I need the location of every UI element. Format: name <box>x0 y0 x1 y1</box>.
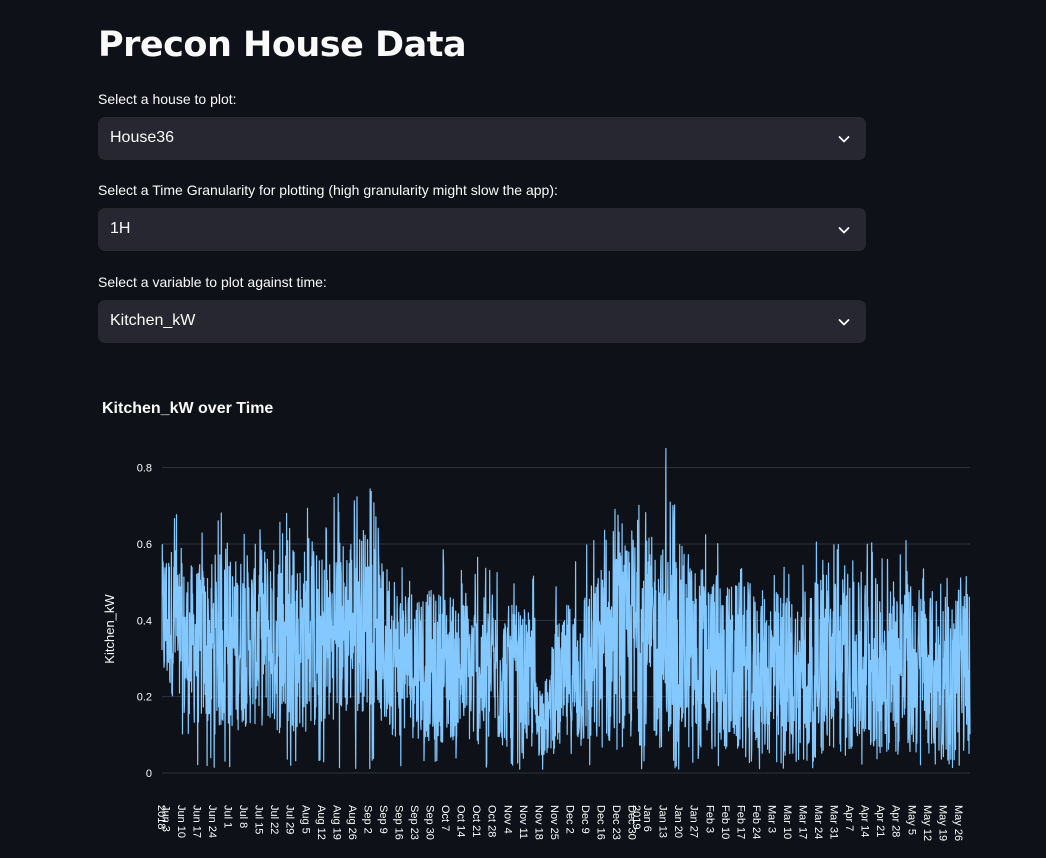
x-tick-label: Jul 8 <box>237 805 249 828</box>
x-tick-label: Jun 24 <box>206 805 218 838</box>
x-tick-label: 2019 <box>630 805 642 829</box>
x-tick-label: Jul 1 <box>222 805 234 828</box>
house-select-label: Select a house to plot: <box>98 91 237 107</box>
x-tick-label: 2018 <box>155 805 167 829</box>
x-tick-label: Jun 17 <box>191 805 203 838</box>
chevron-down-icon <box>838 227 850 234</box>
x-tick-label: Nov 18 <box>532 805 544 840</box>
granularity-select-label: Select a Time Granularity for plotting (… <box>98 182 558 198</box>
granularity-select[interactable]: 1H <box>98 208 866 251</box>
chevron-down-icon <box>838 136 850 143</box>
x-tick-label: Aug 5 <box>299 805 311 834</box>
x-tick-label: Jul 29 <box>284 805 296 834</box>
x-tick-label: Jan 20 <box>672 805 684 838</box>
x-tick-label: Feb 3 <box>703 805 715 833</box>
house-select-value: House36 <box>110 129 175 146</box>
variable-select-value: Kitchen_kW <box>110 312 196 329</box>
x-tick-label: Oct 28 <box>486 805 498 837</box>
x-tick-label: Nov 11 <box>517 805 529 839</box>
variable-select-label: Select a variable to plot against time: <box>98 274 327 290</box>
x-tick-label: Oct 14 <box>455 805 467 837</box>
x-tick-label: Jan 13 <box>657 805 669 838</box>
x-tick-label: Oct 7 <box>439 805 451 831</box>
y-tick-label: 0.6 <box>137 539 152 551</box>
x-tick-label: Aug 12 <box>315 805 327 840</box>
x-tick-label: Mar 10 <box>781 805 793 839</box>
x-tick-label: May 26 <box>952 805 964 841</box>
x-tick-label: Mar 24 <box>812 805 824 839</box>
x-tick-label: Jun 10 <box>175 805 187 838</box>
x-tick-label: Apr 14 <box>859 805 871 837</box>
x-tick-label: May 12 <box>921 805 933 841</box>
variable-select[interactable]: Kitchen_kW <box>98 300 866 343</box>
page-title: Precon House Data <box>98 25 467 65</box>
y-tick-label: 0.8 <box>137 463 152 475</box>
x-tick-label: Dec 16 <box>595 805 607 840</box>
series-line <box>161 447 971 770</box>
y-tick-layer: 0 0.2 0.4 0.6 0.8 <box>137 463 152 780</box>
x-tick-label: Nov 25 <box>548 805 560 840</box>
x-tick-label: Dec 30 <box>626 805 638 840</box>
x-tick-label: Feb 24 <box>750 805 762 839</box>
x-tick-label: Oct 21 <box>470 805 482 837</box>
x-tick-label: Dec 9 <box>579 805 591 834</box>
x-tick-label: Apr 28 <box>890 805 902 837</box>
chart-title: Kitchen_kW over Time <box>102 400 274 417</box>
granularity-select-value: 1H <box>110 220 131 237</box>
x-tick-label: Jul 15 <box>253 805 265 834</box>
house-select[interactable]: House36 <box>98 117 866 160</box>
y-tick-label: 0.2 <box>137 692 152 704</box>
y-tick-label: 0.4 <box>137 615 152 627</box>
x-tick-label: Sep 23 <box>408 805 420 840</box>
x-tick-label: Sep 16 <box>393 805 405 840</box>
x-tick-label: Mar 31 <box>828 805 840 839</box>
x-tick-label: Apr 21 <box>874 805 886 837</box>
x-tick-label: Apr 7 <box>843 805 855 831</box>
x-tick-label: Jul 22 <box>268 805 280 834</box>
x-tick-label: Mar 3 <box>765 805 777 833</box>
x-tick-label: Sep 2 <box>361 805 373 834</box>
y-axis-label: Kitchen_kW <box>102 594 117 664</box>
y-tick-label: 0 <box>146 768 152 780</box>
x-tick-label: Dec 2 <box>563 805 575 834</box>
x-tick-label: Jan 6 <box>641 805 653 832</box>
x-tick-label: May 5 <box>905 805 917 835</box>
series-layer <box>161 447 971 770</box>
x-tick-label: Aug 26 <box>346 805 358 840</box>
x-tick-label: Feb 10 <box>719 805 731 839</box>
x-tick-label: Sep 9 <box>377 805 389 834</box>
x-tick-label: Jan 27 <box>688 805 700 838</box>
x-tick-label: Mar 17 <box>797 805 809 839</box>
x-tick-label: Dec 23 <box>610 805 622 840</box>
chevron-down-icon <box>838 319 850 326</box>
x-tick-label: Nov 4 <box>501 805 513 834</box>
x-tick-label: Feb 17 <box>734 805 746 839</box>
x-tick-label: Jun 3 <box>159 805 171 832</box>
x-tick-label: Sep 30 <box>424 805 436 840</box>
x-tick-label: May 19 <box>936 805 948 841</box>
x-tick-label: Aug 19 <box>330 805 342 840</box>
